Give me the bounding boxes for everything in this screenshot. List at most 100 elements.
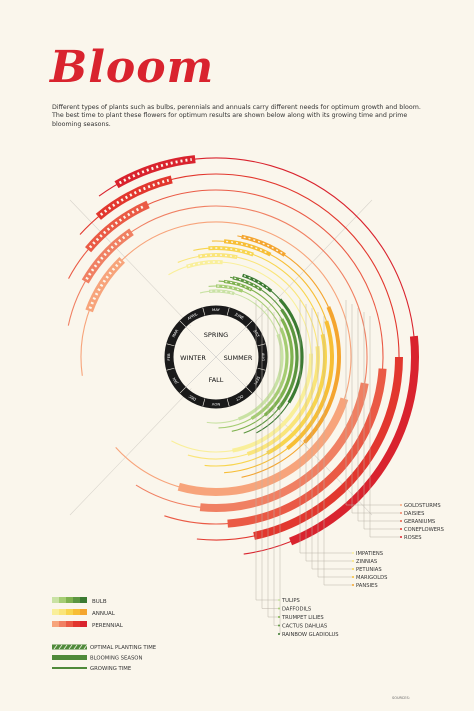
perennial-planting-time	[95, 175, 173, 220]
legend-mark-label: BLOOMING SEASON	[90, 656, 142, 662]
legend-type-label: BULB	[92, 599, 107, 605]
month-label: APRIL	[186, 311, 199, 321]
bulb-leader	[261, 304, 278, 609]
bulb-blooming-season	[276, 308, 299, 411]
perennial-label-dot	[400, 536, 402, 538]
month-label: AUG	[261, 353, 266, 361]
annual-leader	[311, 308, 352, 570]
legend-mark	[52, 667, 87, 669]
month-divider	[246, 387, 253, 394]
annual-label: MARIGOLDS	[356, 575, 387, 581]
perennial-blooming-season	[177, 397, 349, 496]
legend-type-label: PERENNIAL	[92, 623, 124, 629]
legend-swatch	[66, 609, 73, 615]
bulb-planting-hatch	[225, 281, 251, 290]
month-divider	[179, 387, 186, 394]
sources-note: SOURCES:	[392, 696, 410, 700]
bulb-planting-time	[242, 273, 273, 293]
season-divider	[181, 322, 251, 392]
legend-swatch	[52, 621, 59, 627]
bulb-planting-time	[223, 279, 253, 292]
perennial-label: ROSES	[404, 535, 422, 541]
bulb-planting-time	[232, 276, 263, 292]
month-divider	[226, 398, 230, 407]
perennial-leader	[357, 308, 400, 522]
season-spring: SPRING	[204, 331, 228, 339]
month-label: JUNE	[234, 311, 246, 321]
bulb-label-dot	[278, 616, 280, 618]
month-divider	[257, 343, 266, 347]
legend-swatch	[66, 621, 73, 627]
month-label: NOV	[211, 402, 220, 407]
month-label: DEC	[187, 394, 197, 402]
annual-label: PANSIES	[356, 583, 378, 589]
perennial-label-dot	[400, 504, 402, 506]
legend-hatch	[58, 644, 63, 650]
bulb-planting-time	[215, 284, 244, 293]
bulb-label-dot	[278, 633, 280, 635]
legend-swatch	[80, 621, 87, 627]
legend-swatch	[80, 597, 87, 603]
legend-swatch	[59, 609, 66, 615]
bulb-blooming-season	[238, 333, 284, 421]
perennial-leader	[345, 300, 400, 506]
plant-labels: GOLDSTURMS DAISIES GERANIUMS CONEFLOWERS ROS…	[278, 503, 444, 638]
perennial-label: GERANIUMS	[404, 519, 435, 525]
legend-type-label: ANNUAL	[92, 611, 116, 617]
bulb-label: RAINBOW GLADIOLUS	[282, 632, 339, 638]
bulb-planting-hatch	[243, 275, 271, 291]
perennial-label: CONEFLOWERS	[404, 527, 444, 533]
month-divider	[166, 343, 175, 347]
bulb-label: TRUMPET LILIES	[281, 615, 324, 621]
bulb-planting-hatch	[234, 277, 261, 290]
month-label: SEPT	[252, 375, 261, 386]
perennial-label: DAISIES	[404, 511, 424, 517]
page-title: Bloom	[50, 42, 215, 93]
annual-planting-time	[197, 253, 238, 260]
bulb-label: TULIPS	[281, 598, 300, 604]
month-divider	[226, 307, 230, 316]
perennial-planting-hatch	[118, 158, 192, 185]
month-divider	[202, 307, 206, 316]
bulb-label-dot	[278, 599, 280, 601]
month-divider	[246, 320, 253, 327]
annual-label: IMPATIENS	[356, 551, 383, 557]
perennial-planting-time	[85, 257, 126, 313]
flower-rings	[67, 155, 419, 555]
annual-label: PETUNIAS	[356, 567, 382, 573]
perennial-label-dot	[400, 528, 402, 530]
annual-planting-hatch	[210, 247, 252, 255]
legend: BULB ANNUAL PERENNIAL OPTIMAL PLANTING TIME…	[52, 597, 157, 672]
annual-leader	[305, 304, 352, 562]
month-calendar-ring: JAN FEB MAR APRIL MAY JUNE JULY AUG SEPT OCT NOV DE…	[164, 305, 268, 409]
perennial-blooming-season	[199, 382, 369, 512]
legend-mark-label: OPTIMAL PLANTING TIME	[90, 645, 157, 651]
legend-hatch	[68, 644, 73, 650]
calendar-band	[164, 305, 268, 409]
perennial-label-dot	[400, 520, 402, 522]
perennial-label-dot	[400, 512, 402, 514]
annual-leader	[317, 312, 352, 578]
season-winter: WINTER	[180, 354, 206, 362]
legend-swatch	[59, 621, 66, 627]
perennial-blooming-season	[289, 335, 419, 546]
bulb-label: CACTUS DAHLIAS	[282, 623, 327, 629]
bulb-label: DAFFODILS	[282, 606, 311, 612]
perennial-label: GOLDSTURMS	[404, 503, 441, 509]
perennial-blooming-season	[227, 368, 387, 528]
annual-blooming-season	[303, 306, 341, 444]
annual-blooming-season	[246, 346, 320, 456]
annual-leader	[323, 316, 352, 586]
legend-hatch	[53, 644, 58, 650]
annual-planting-hatch	[199, 254, 236, 258]
perennial-leader	[351, 304, 400, 514]
intro-text: Different types of plants such as bulbs,…	[52, 104, 421, 128]
perennial-leader	[369, 316, 400, 538]
legend-hatch	[78, 644, 83, 650]
legend-hatch	[73, 644, 78, 650]
annual-label-dot	[352, 560, 354, 562]
month-label: JULY	[252, 328, 261, 339]
legend-hatch	[63, 644, 68, 650]
bulb-leader	[255, 300, 278, 601]
